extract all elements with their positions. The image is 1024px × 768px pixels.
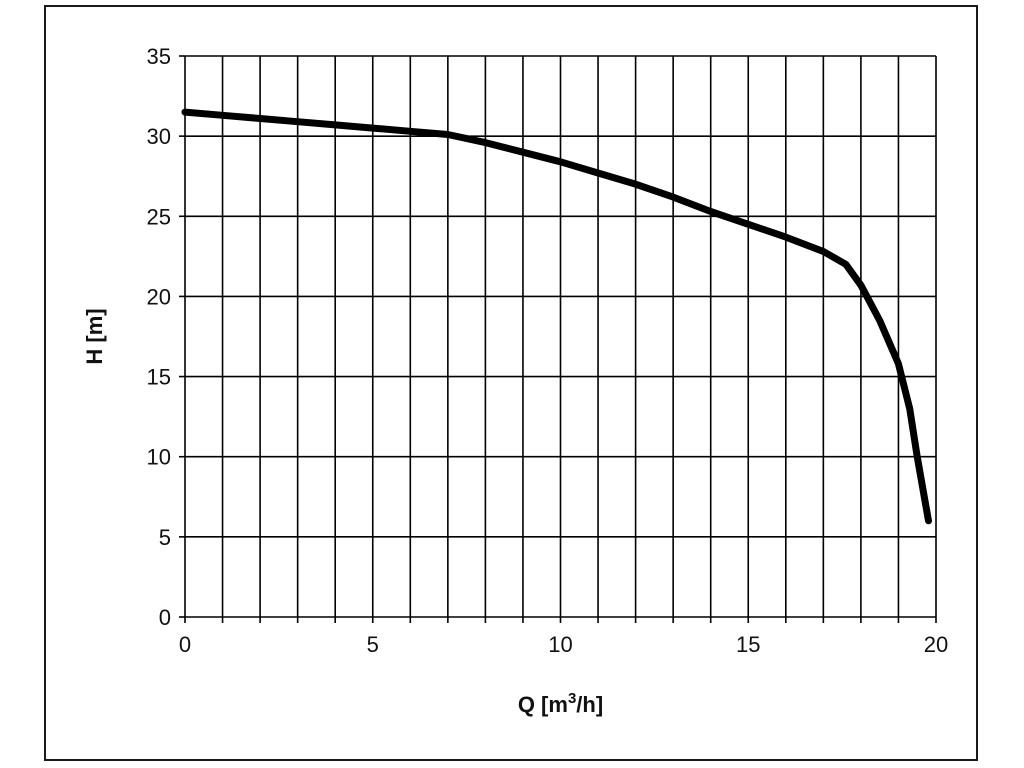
y-tick-label: 30 [147, 124, 171, 149]
x-axis-title-sup: 3 [568, 690, 576, 707]
x-tick-label: 15 [736, 632, 760, 657]
grid-layer [179, 55, 937, 623]
chart-frame: 0 5 10 15 20 0 5 10 15 20 25 30 35 H [m] Q [m3/h] [44, 5, 978, 761]
y-axis-title: H [m] [82, 308, 107, 364]
x-axis-title-tail: /h] [576, 692, 603, 717]
x-tick-label: 5 [367, 632, 379, 657]
y-tick-label: 25 [147, 204, 171, 229]
y-tick-label: 20 [147, 284, 171, 309]
y-tick-label: 15 [147, 365, 171, 390]
series-layer [181, 108, 932, 525]
y-tick-label: 0 [159, 605, 171, 630]
x-tick-label: 0 [179, 632, 191, 657]
x-tick-label: 20 [924, 632, 948, 657]
tick-labels: 0 5 10 15 20 0 5 10 15 20 25 30 35 [147, 44, 949, 657]
x-axis-title: Q [m3/h] [518, 690, 603, 717]
y-tick-label: 10 [147, 445, 171, 470]
x-tick-label: 10 [548, 632, 572, 657]
y-tick-label: 35 [147, 44, 171, 69]
y-tick-label: 5 [159, 525, 171, 550]
chart-svg: 0 5 10 15 20 0 5 10 15 20 25 30 35 H [m] Q [m3/h] [82, 44, 949, 717]
x-axis-title-main: Q [m [518, 692, 568, 717]
series-line [181, 108, 932, 525]
